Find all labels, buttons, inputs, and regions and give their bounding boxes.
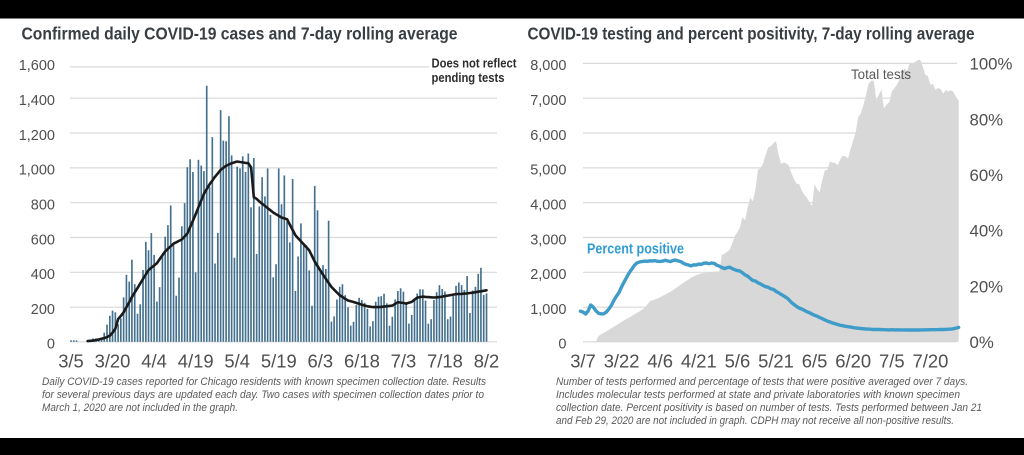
svg-text:6/18: 6/18 xyxy=(344,351,380,372)
svg-text:Daily COVID-19 cases reported: Daily COVID-19 cases reported for Chicag… xyxy=(42,376,486,388)
svg-text:2,000: 2,000 xyxy=(530,267,566,283)
svg-text:and Feb 29, 2020 are not inclu: and Feb 29, 2020 are not included in gra… xyxy=(556,415,954,427)
svg-text:Includes molecular tests perfo: Includes molecular tests performed at st… xyxy=(556,389,960,401)
svg-text:3/7: 3/7 xyxy=(570,351,596,372)
svg-text:0: 0 xyxy=(47,337,55,353)
svg-text:4/21: 4/21 xyxy=(681,351,717,372)
svg-text:Does not reflect: Does not reflect xyxy=(432,57,518,71)
svg-text:0%: 0% xyxy=(970,333,994,352)
svg-text:Percent positive: Percent positive xyxy=(587,242,684,258)
svg-text:3/5: 3/5 xyxy=(58,351,84,372)
svg-text:3/20: 3/20 xyxy=(95,351,131,372)
svg-text:1,200: 1,200 xyxy=(19,128,55,144)
svg-text:6/20: 6/20 xyxy=(835,351,871,372)
svg-text:March 1, 2020 are not included: March 1, 2020 are not included in the gr… xyxy=(42,402,238,414)
svg-text:6/5: 6/5 xyxy=(802,351,828,372)
svg-text:100%: 100% xyxy=(970,55,1013,74)
svg-text:4/4: 4/4 xyxy=(141,351,167,372)
svg-text:20%: 20% xyxy=(970,277,1004,296)
svg-text:1,000: 1,000 xyxy=(19,163,55,179)
svg-text:6/3: 6/3 xyxy=(308,351,334,372)
svg-text:7,000: 7,000 xyxy=(530,93,566,109)
svg-text:200: 200 xyxy=(31,302,55,318)
svg-text:400: 400 xyxy=(31,267,55,283)
svg-text:pending tests: pending tests xyxy=(432,71,505,85)
svg-text:40%: 40% xyxy=(970,222,1004,241)
svg-text:7/5: 7/5 xyxy=(879,351,905,372)
svg-text:3,000: 3,000 xyxy=(530,232,566,248)
svg-text:3/22: 3/22 xyxy=(604,351,640,372)
svg-text:5,000: 5,000 xyxy=(530,163,566,179)
svg-text:7/3: 7/3 xyxy=(391,351,417,372)
svg-text:4/19: 4/19 xyxy=(178,351,214,372)
svg-text:5/6: 5/6 xyxy=(725,351,751,372)
svg-text:COVID-19 testing and percent p: COVID-19 testing and percent positivity,… xyxy=(528,24,975,44)
svg-text:5/21: 5/21 xyxy=(758,351,794,372)
svg-text:60%: 60% xyxy=(970,166,1004,185)
svg-text:collection date. Percent posit: collection date. Percent positivity is b… xyxy=(556,402,982,414)
svg-text:5/4: 5/4 xyxy=(224,351,250,372)
svg-text:Number of tests performed and: Number of tests performed and percentage… xyxy=(556,376,968,388)
svg-text:1,600: 1,600 xyxy=(19,58,55,74)
svg-text:Total tests: Total tests xyxy=(851,67,911,82)
svg-text:7/18: 7/18 xyxy=(427,351,463,372)
svg-text:8/2: 8/2 xyxy=(474,351,500,372)
svg-text:5/19: 5/19 xyxy=(261,351,297,372)
svg-text:Confirmed daily COVID-19 cases: Confirmed daily COVID-19 cases and 7-day… xyxy=(22,24,458,44)
svg-text:0: 0 xyxy=(558,337,566,353)
svg-text:8,000: 8,000 xyxy=(530,58,566,74)
svg-text:for several previous days are: for several previous days are updated ea… xyxy=(42,389,484,401)
svg-text:6,000: 6,000 xyxy=(530,128,566,144)
svg-text:600: 600 xyxy=(31,232,55,248)
svg-text:7/20: 7/20 xyxy=(913,351,949,372)
svg-text:80%: 80% xyxy=(970,110,1004,129)
svg-text:1,400: 1,400 xyxy=(19,93,55,109)
svg-text:4/6: 4/6 xyxy=(647,351,673,372)
svg-text:4,000: 4,000 xyxy=(530,198,566,214)
svg-text:800: 800 xyxy=(31,198,55,214)
svg-text:1,000: 1,000 xyxy=(530,302,566,318)
